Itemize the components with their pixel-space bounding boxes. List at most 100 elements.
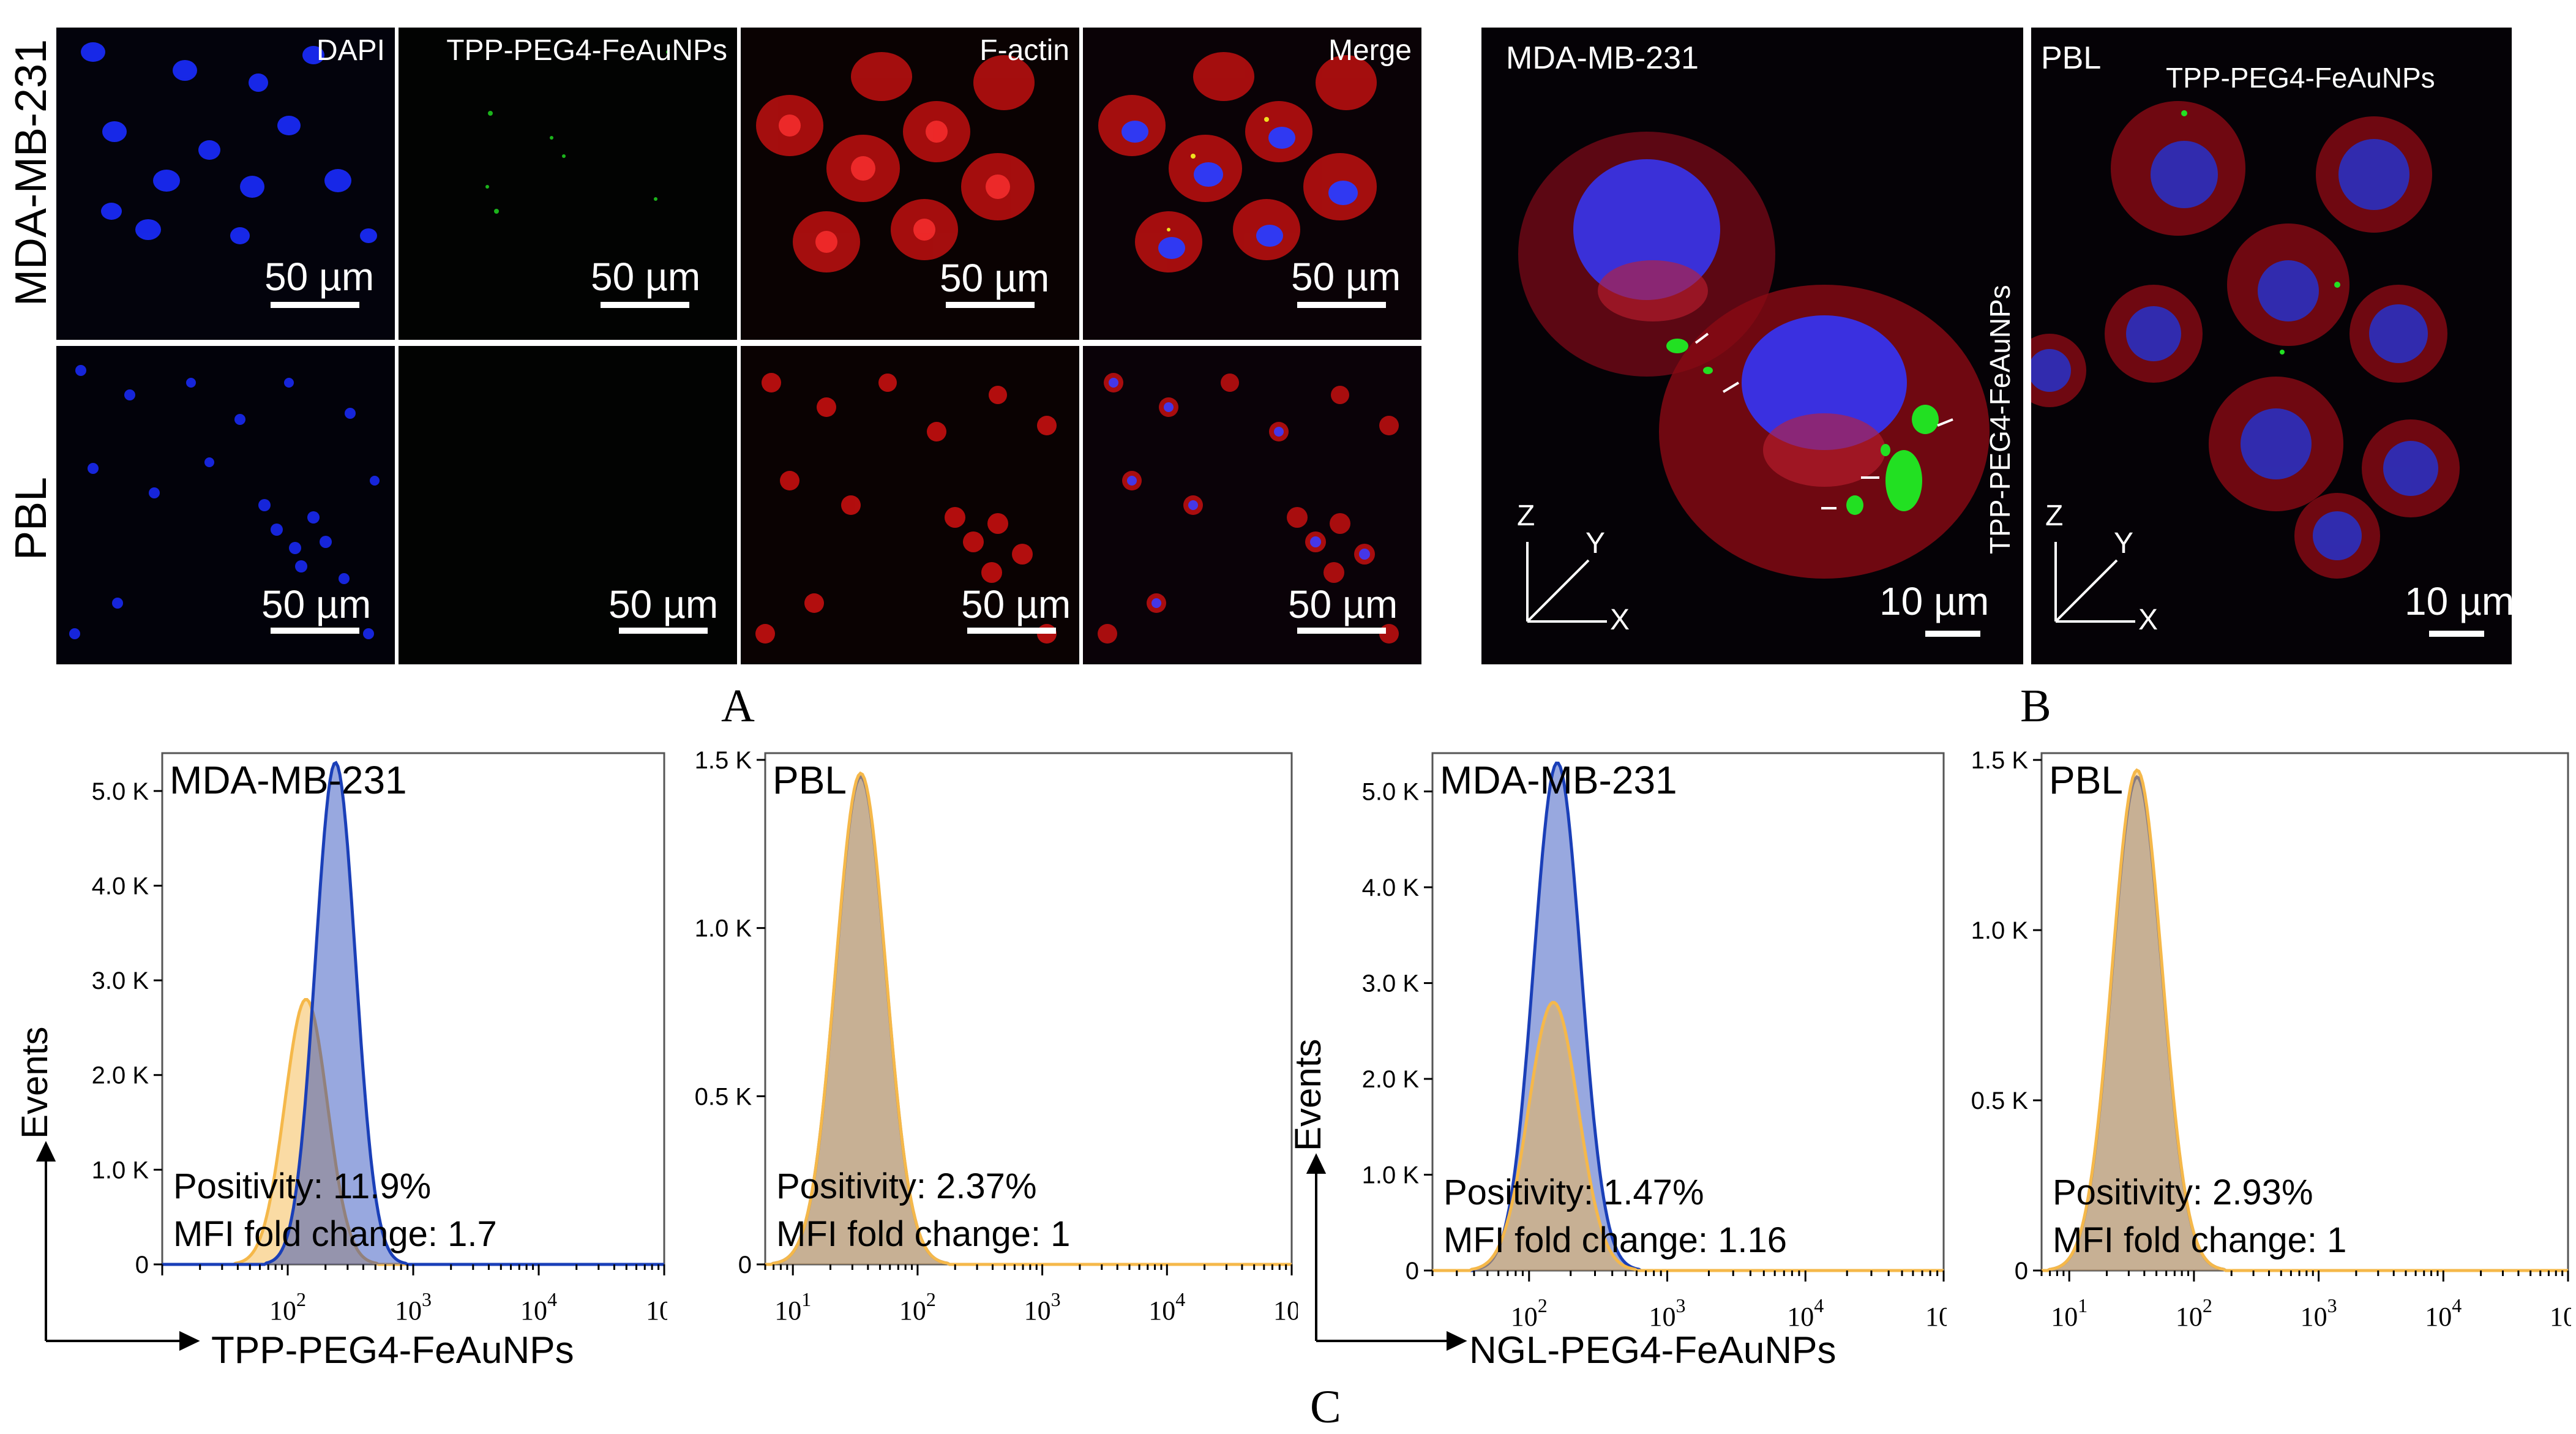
x-tick-label: 102	[2176, 1294, 2212, 1332]
axis-z-label: Z	[1517, 500, 1535, 532]
micrograph-mda-np: TPP-PEG4-FeAuNPs 50 µm	[399, 28, 737, 340]
y-tick-label: 4.0 K	[1362, 874, 1420, 901]
histogram-annotation: MFI fold change: 1.16	[1443, 1220, 1787, 1260]
channel-label-np: TPP-PEG4-FeAuNPs	[446, 34, 727, 67]
y-tick-label: 2.0 K	[92, 1062, 149, 1089]
micrograph-pbl-dapi: 50 µm	[56, 346, 395, 664]
y-tick-label: 2.0 K	[1362, 1066, 1420, 1093]
scale-bar	[967, 628, 1056, 634]
x-tick-label: 104	[1148, 1288, 1185, 1326]
actin-cells	[755, 373, 1057, 644]
y-tick-label: 4.0 K	[92, 873, 149, 899]
x-tick-label: 103	[395, 1288, 432, 1326]
dapi-nuclei	[69, 365, 380, 639]
histogram-title: MDA-MB-231	[170, 758, 407, 802]
x-tick-label: 105	[646, 1288, 667, 1326]
y-tick-label: 0	[2015, 1258, 2028, 1285]
histogram-annotation: Positivity: 2.93%	[2053, 1173, 2313, 1212]
histogram-svg: 0 1.0 K 2.0 K 3.0 K 4.0 K 5.0 K 102 103 104 105 MD…	[1362, 752, 1962, 1332]
histogram-annotation: Positivity: 2.37%	[776, 1166, 1037, 1206]
micrograph-mda-merge: Merge 50 µm	[1083, 28, 1421, 340]
histogram-annotation: MFI fold change: 1	[776, 1214, 1070, 1254]
np-signal	[485, 50, 670, 214]
histogram-title: PBL	[2049, 758, 2123, 802]
xlabel-tpp: TPP-PEG4-FeAuNPs	[211, 1329, 574, 1372]
panel-letter-c: C	[1310, 1381, 1341, 1433]
ylabel-events: Events	[1287, 1038, 1328, 1151]
scale-bar	[271, 628, 359, 634]
micrograph-mda-dapi: DAPI 50 µm	[56, 28, 395, 340]
x-tick-label: 103	[1024, 1288, 1061, 1326]
row-label-mda-mb-231: MDA-MB-231	[7, 39, 56, 306]
confocal-cells	[1518, 132, 1990, 623]
y-tick-label: 0.5 K	[695, 1083, 752, 1110]
x-tick-label: 105	[2550, 1294, 2571, 1332]
histogram-svg: 0 0.5 K 1.0 K 1.5 K 101 102 103 104 105 PBL Positi…	[1971, 747, 2576, 1332]
x-tick-label: 102	[1511, 1294, 1548, 1332]
histogram-area-control	[2042, 770, 2568, 1271]
x-tick-label: 104	[2425, 1294, 2462, 1332]
scale-bar	[2429, 631, 2484, 637]
histogram-annotation: MFI fold change: 1.7	[173, 1214, 497, 1254]
histogram-line-control	[1432, 1000, 1944, 1272]
histogram-annotation: Positivity: 11.9%	[173, 1166, 431, 1206]
xlabel-ngl: NGL-PEG4-FeAuNPs	[1469, 1329, 1837, 1372]
scale-bar-label: 50 µm	[1291, 255, 1401, 299]
x-tick-label: 105	[1925, 1294, 1947, 1332]
scale-bar-label: 50 µm	[264, 255, 375, 299]
scale-bar-label: 50 µm	[261, 582, 372, 626]
scale-bar-label: 10 µm	[2405, 579, 2512, 623]
histogram-mda-tpp: 0 1.0 K 2.0 K 3.0 K 4.0 K 5.0 K 102 103 104 105 MD…	[18, 741, 683, 1384]
axis-z-label: Z	[2045, 500, 2064, 532]
scale-bar-label: 10 µm	[1879, 579, 1990, 623]
y-tick-label: 5.0 K	[92, 778, 149, 805]
histogram-title: PBL	[773, 758, 847, 802]
x-tick-label: 103	[2301, 1294, 2337, 1332]
confocal-pbl: PBL TPP-PEG4-FeAuNPs Z Y X 10 µm	[2031, 28, 2512, 664]
micrograph-pbl-merge: 50 µm	[1083, 346, 1421, 664]
scale-bar	[1297, 302, 1386, 308]
axis-y-label: Y	[2114, 527, 2134, 560]
scale-bar	[601, 302, 689, 308]
scale-bar-label: 50 µm	[591, 255, 701, 299]
scale-bar	[1925, 631, 1980, 637]
dapi-nuclei	[81, 42, 377, 244]
axis-y-label: Y	[1586, 527, 1606, 560]
ylabel-events: Events	[14, 1026, 55, 1139]
y-tick-label: 1.0 K	[92, 1157, 149, 1184]
x-tick-label: 102	[269, 1288, 306, 1326]
y-tick-label: 1.5 K	[1971, 747, 2029, 774]
y-tick-label: 1.0 K	[1971, 917, 2029, 944]
y-tick-label: 0	[135, 1252, 149, 1278]
x-tick-label: 104	[1787, 1294, 1824, 1332]
confocal-cell-label: PBL	[2041, 40, 2102, 76]
channel-label-merge: Merge	[1328, 34, 1412, 67]
confocal-np-label: TPP-PEG4-FeAuNPs	[1984, 285, 2016, 554]
scale-bar-label: 50 µm	[1288, 582, 1398, 626]
arrow-icon	[1694, 332, 1953, 509]
channel-label-actin: F-actin	[979, 34, 1069, 67]
y-tick-label: 3.0 K	[92, 967, 149, 994]
xyz-axes-icon	[2054, 542, 2135, 623]
x-tick-label: 104	[520, 1288, 557, 1326]
histogram-pbl-tpp: 00.5 K1.0 K1.5 K101102103104105PBLPositi…	[667, 741, 1310, 1384]
histogram-svg: 0 1.0 K 2.0 K 3.0 K 4.0 K 5.0 K 102 103 104 105 MD…	[92, 752, 683, 1326]
y-tick-label: 5.0 K	[1362, 779, 1420, 806]
scale-bar-label: 50 µm	[940, 256, 1050, 300]
histogram-mda-ngl: 0 1.0 K 2.0 K 3.0 K 4.0 K 5.0 K 102 103 104 105 MD…	[1286, 741, 1962, 1384]
y-tick-label: 1.0 K	[695, 915, 752, 942]
merge-cells	[1098, 52, 1377, 272]
xyz-axes-icon	[1526, 542, 1607, 623]
micrograph-pbl-np: 50 µm	[399, 346, 737, 664]
histogram-area-control	[162, 999, 664, 1264]
x-tick-label: 101	[2051, 1294, 2087, 1332]
axis-x-label: X	[2138, 604, 2159, 636]
histogram-pbl-ngl: 0 0.5 K 1.0 K 1.5 K 101 102 103 104 105 PBL Positi…	[1947, 741, 2576, 1384]
y-tick-label: 0	[1406, 1258, 1419, 1285]
y-tick-label: 0.5 K	[1971, 1087, 2029, 1114]
confocal-mda-mb-231: MDA-MB-231 TPP-PEG4-FeAuNPs Z Y X 10 µm	[1481, 28, 2023, 664]
scale-bar-label: 50 µm	[961, 582, 1071, 626]
scale-bar	[946, 302, 1035, 308]
histogram-title: MDA-MB-231	[1440, 758, 1677, 802]
histogram-svg: 00.5 K1.0 K1.5 K101102103104105PBLPositi…	[695, 747, 1310, 1326]
